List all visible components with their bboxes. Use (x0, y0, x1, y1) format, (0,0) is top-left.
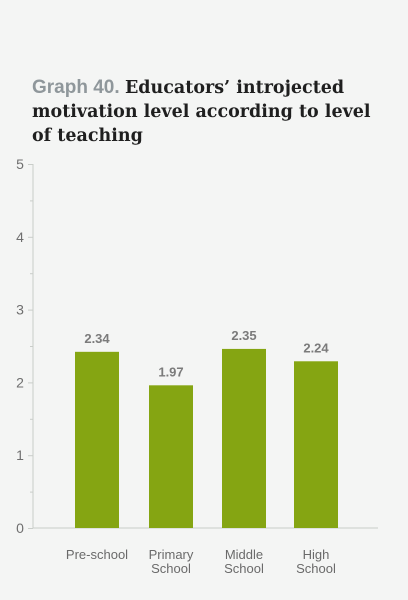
bar-value-label: 2.34 (84, 331, 110, 346)
bars (75, 348, 338, 528)
x-tick-label: School (151, 561, 191, 576)
bar (294, 361, 338, 528)
x-tick-label: School (296, 561, 336, 576)
x-tick-label: High (303, 547, 330, 562)
labels: 0123452.34Pre-school1.97PrimarySchool2.3… (16, 156, 336, 576)
y-tick-label: 4 (16, 229, 24, 245)
y-tick-label: 2 (16, 374, 24, 390)
x-tick-label: School (224, 561, 264, 576)
bar (75, 351, 119, 528)
bar (222, 348, 266, 528)
chart-title: Graph 40. Educators’ introjected motivat… (32, 76, 382, 148)
x-tick-label: Middle (225, 547, 263, 562)
y-tick-label: 0 (16, 520, 24, 536)
bar-value-label: 2.24 (303, 340, 329, 355)
bar-value-label: 1.97 (158, 364, 183, 379)
y-tick-label: 1 (16, 447, 24, 463)
title-text: Educators’ introjected motivation level … (32, 78, 371, 146)
graph-number: Graph 40. (32, 77, 120, 98)
bar-value-label: 2.35 (231, 328, 256, 343)
x-tick-label: Pre-school (66, 547, 128, 562)
y-tick-label: 5 (16, 156, 24, 172)
y-tick-label: 3 (16, 302, 24, 318)
bar (149, 385, 193, 528)
x-tick-label: Primary (149, 547, 194, 562)
